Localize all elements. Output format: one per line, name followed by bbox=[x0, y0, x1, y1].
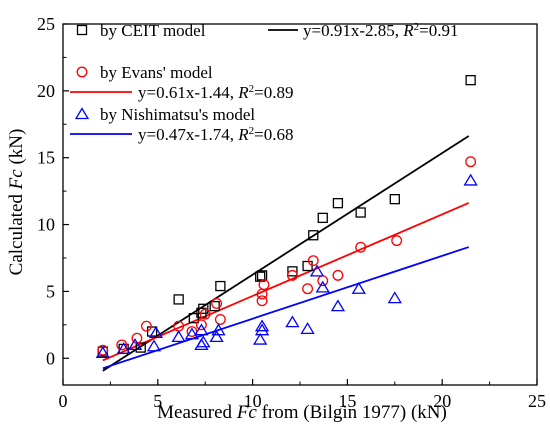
x-tick-label: 15 bbox=[338, 391, 356, 411]
data-point bbox=[332, 269, 344, 281]
data-point bbox=[355, 207, 366, 218]
data-point bbox=[209, 330, 224, 343]
data-points bbox=[95, 75, 478, 359]
data-point bbox=[317, 212, 328, 224]
data-point bbox=[387, 291, 402, 304]
data-point bbox=[188, 312, 199, 324]
data-point bbox=[146, 326, 158, 337]
data-point bbox=[302, 260, 313, 272]
data-point bbox=[97, 344, 109, 356]
y-tick-label: 20 bbox=[37, 81, 55, 101]
legend-equation: y=0.61x-1.44, R2=0.89 bbox=[138, 83, 293, 102]
data-point bbox=[195, 319, 207, 331]
data-point bbox=[355, 241, 367, 253]
data-point bbox=[332, 198, 344, 209]
data-point bbox=[302, 283, 314, 295]
data-point bbox=[173, 294, 184, 305]
data-point bbox=[148, 326, 164, 339]
y-tick-label: 25 bbox=[37, 14, 55, 34]
legend-marker bbox=[76, 24, 88, 36]
legend-equation: y=0.91x-2.85, R2=0.91 bbox=[303, 21, 458, 40]
data-point bbox=[351, 281, 366, 294]
y-tick-label: 0 bbox=[46, 348, 55, 368]
data-point bbox=[256, 295, 268, 307]
data-point bbox=[135, 342, 146, 353]
data-point bbox=[198, 303, 209, 314]
data-point bbox=[116, 342, 131, 355]
data-point bbox=[287, 266, 298, 277]
x-tick-label: 10 bbox=[244, 391, 262, 411]
data-point bbox=[196, 335, 211, 348]
data-point bbox=[194, 323, 209, 336]
data-point bbox=[286, 269, 298, 281]
data-point bbox=[389, 194, 400, 205]
legend-label: by CEIT model bbox=[100, 21, 206, 40]
data-point bbox=[253, 332, 268, 345]
data-point bbox=[465, 156, 477, 168]
y-tick-label: 5 bbox=[46, 281, 55, 301]
y-tick-label: 10 bbox=[37, 215, 55, 235]
data-point bbox=[307, 255, 319, 267]
legend-label: by Evans' model bbox=[100, 63, 213, 82]
data-point bbox=[308, 230, 319, 241]
y-axis-label: Calculated Fc (kN) bbox=[6, 129, 27, 276]
legend-label: by Nishimatsu's model bbox=[100, 105, 255, 124]
data-point bbox=[309, 264, 325, 277]
data-point bbox=[463, 173, 478, 186]
data-point bbox=[330, 299, 346, 312]
data-point bbox=[140, 320, 152, 332]
data-point bbox=[391, 235, 403, 247]
legend-marker bbox=[76, 66, 88, 78]
x-tick-label: 0 bbox=[59, 391, 68, 411]
data-point bbox=[211, 323, 226, 336]
fit-line bbox=[102, 202, 470, 362]
x-axis-label: Measured Fc from (Bilgin 1977) (kN) bbox=[157, 402, 447, 423]
fit-line bbox=[102, 135, 470, 372]
data-point bbox=[211, 297, 223, 309]
legend-equation: y=0.47x-1.74, R2=0.68 bbox=[138, 125, 293, 144]
data-point bbox=[215, 280, 226, 292]
data-point bbox=[465, 75, 476, 86]
data-point bbox=[127, 338, 143, 351]
data-point bbox=[254, 323, 270, 336]
data-point bbox=[199, 308, 211, 320]
axes: 0 5 10 15 20 25 0 5 10 15 20 25 bbox=[37, 14, 546, 411]
x-tick-label: 20 bbox=[433, 391, 451, 411]
fit-line bbox=[102, 246, 470, 370]
data-point bbox=[315, 280, 330, 293]
data-point bbox=[300, 322, 315, 334]
data-point bbox=[258, 279, 270, 291]
data-point bbox=[214, 314, 226, 325]
data-point bbox=[95, 346, 110, 359]
fit-lines bbox=[102, 135, 470, 372]
legend: by CEIT model y=0.91x-2.85, R2=0.91 by Eva… bbox=[70, 21, 458, 144]
data-point bbox=[285, 315, 300, 328]
data-point bbox=[254, 319, 270, 332]
legend-marker bbox=[74, 107, 90, 120]
x-tick-label: 25 bbox=[528, 391, 546, 411]
y-tick-label: 15 bbox=[37, 148, 55, 168]
data-point bbox=[171, 330, 186, 343]
data-point bbox=[184, 327, 200, 340]
data-point bbox=[209, 300, 220, 312]
data-point bbox=[146, 339, 162, 352]
data-point bbox=[116, 339, 128, 351]
x-tick-label: 5 bbox=[153, 391, 162, 411]
